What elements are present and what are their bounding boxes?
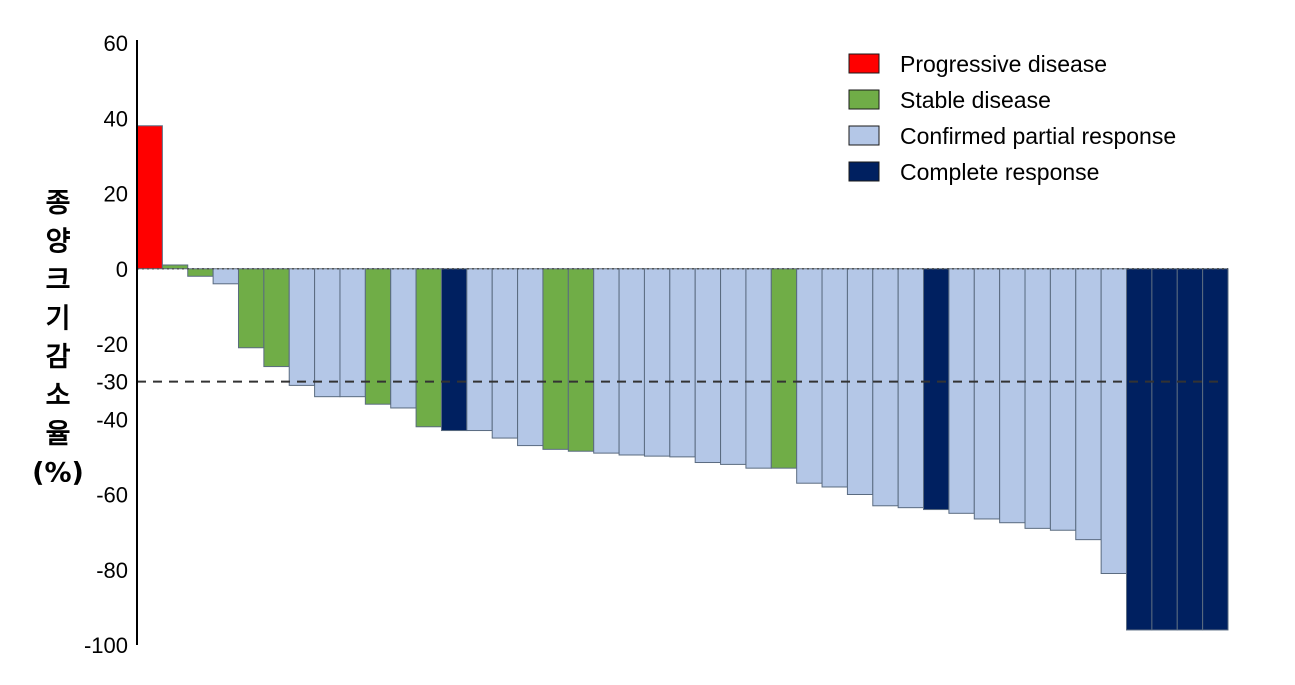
- bar-pr: [1075, 268, 1102, 541]
- y-tick-label: 20: [104, 182, 128, 207]
- y-tick-label: -80: [96, 558, 128, 583]
- y-axis-title-part: 크: [46, 265, 71, 296]
- bar-pr: [948, 268, 975, 514]
- bar-sd: [263, 268, 290, 368]
- axis-layer: 60 40 20 0 -20 -30 -40 -60 -80 -100: [84, 31, 1228, 658]
- y-tick-label: -30: [96, 370, 128, 395]
- legend-label-pr: Confirmed partial response: [900, 123, 1176, 149]
- bar-pr: [314, 268, 341, 398]
- bar-sd: [187, 268, 214, 277]
- y-axis-title-part: 종: [46, 188, 71, 219]
- legend-label-sd: Stable disease: [900, 87, 1051, 113]
- bars-layer: [136, 125, 1229, 631]
- legend-swatch-pr: [848, 125, 880, 146]
- bar-pr: [669, 268, 696, 458]
- bar-sd: [161, 264, 189, 270]
- bar-cr: [1151, 268, 1178, 631]
- bar-sd: [770, 268, 798, 469]
- legend-swatch-sd: [848, 89, 880, 110]
- bar-pr: [466, 268, 493, 432]
- bar-pr: [491, 268, 519, 439]
- bar-sd: [567, 268, 595, 452]
- bar-pd: [136, 125, 163, 270]
- bar-pr: [872, 268, 899, 507]
- bar-pr: [821, 268, 848, 488]
- bar-pr: [897, 268, 925, 509]
- bar-pr: [720, 268, 747, 465]
- bar-pr: [1100, 268, 1128, 575]
- bar-cr: [440, 268, 468, 432]
- bar-sd: [237, 268, 265, 349]
- bar-pr: [517, 268, 544, 447]
- bar-sd: [415, 268, 442, 428]
- bar-cr: [923, 268, 950, 511]
- y-axis-title-part: (%): [32, 458, 84, 489]
- y-axis-title-part: 양: [46, 227, 71, 258]
- bar-cr: [1176, 268, 1204, 631]
- y-axis-title-part: 기: [46, 304, 71, 335]
- bar-pr: [796, 268, 823, 484]
- bar-sd: [542, 268, 569, 450]
- legend-label-pd: Progressive disease: [900, 51, 1107, 77]
- bar-pr: [288, 268, 316, 386]
- y-tick-label: -40: [96, 407, 128, 432]
- bar-pr: [618, 268, 645, 456]
- y-tick-label: 0: [116, 257, 128, 282]
- legend-swatch-cr: [848, 161, 880, 182]
- legend-swatch-pd: [848, 53, 880, 74]
- bar-pr: [1049, 268, 1077, 531]
- y-tick-label: 40: [104, 106, 128, 131]
- bar-pr: [339, 268, 366, 398]
- bar-pr: [694, 268, 722, 464]
- y-tick-label: -60: [96, 483, 128, 508]
- y-tick-label: 60: [104, 31, 128, 56]
- y-tick-label: -100: [84, 633, 128, 658]
- y-tick-label: -20: [96, 332, 128, 357]
- legend-label-cr: Complete response: [900, 159, 1099, 185]
- bar-cr: [1126, 268, 1153, 631]
- bar-sd: [364, 268, 392, 405]
- bar-pr: [593, 268, 620, 454]
- bar-pr: [973, 268, 1001, 520]
- y-axis-title-part: 감: [46, 342, 71, 373]
- bar-pr: [745, 268, 772, 469]
- y-axis-title-part: 소: [46, 381, 71, 412]
- bar-cr: [1202, 268, 1229, 631]
- bar-pr: [643, 268, 671, 457]
- bar-pr: [999, 268, 1026, 524]
- bar-pr: [390, 268, 417, 409]
- y-axis-title-part: 율: [46, 419, 71, 450]
- bar-pr: [212, 268, 239, 285]
- bar-pr: [1024, 268, 1051, 529]
- legend: Progressive disease Stable disease Confirm…: [848, 51, 1176, 185]
